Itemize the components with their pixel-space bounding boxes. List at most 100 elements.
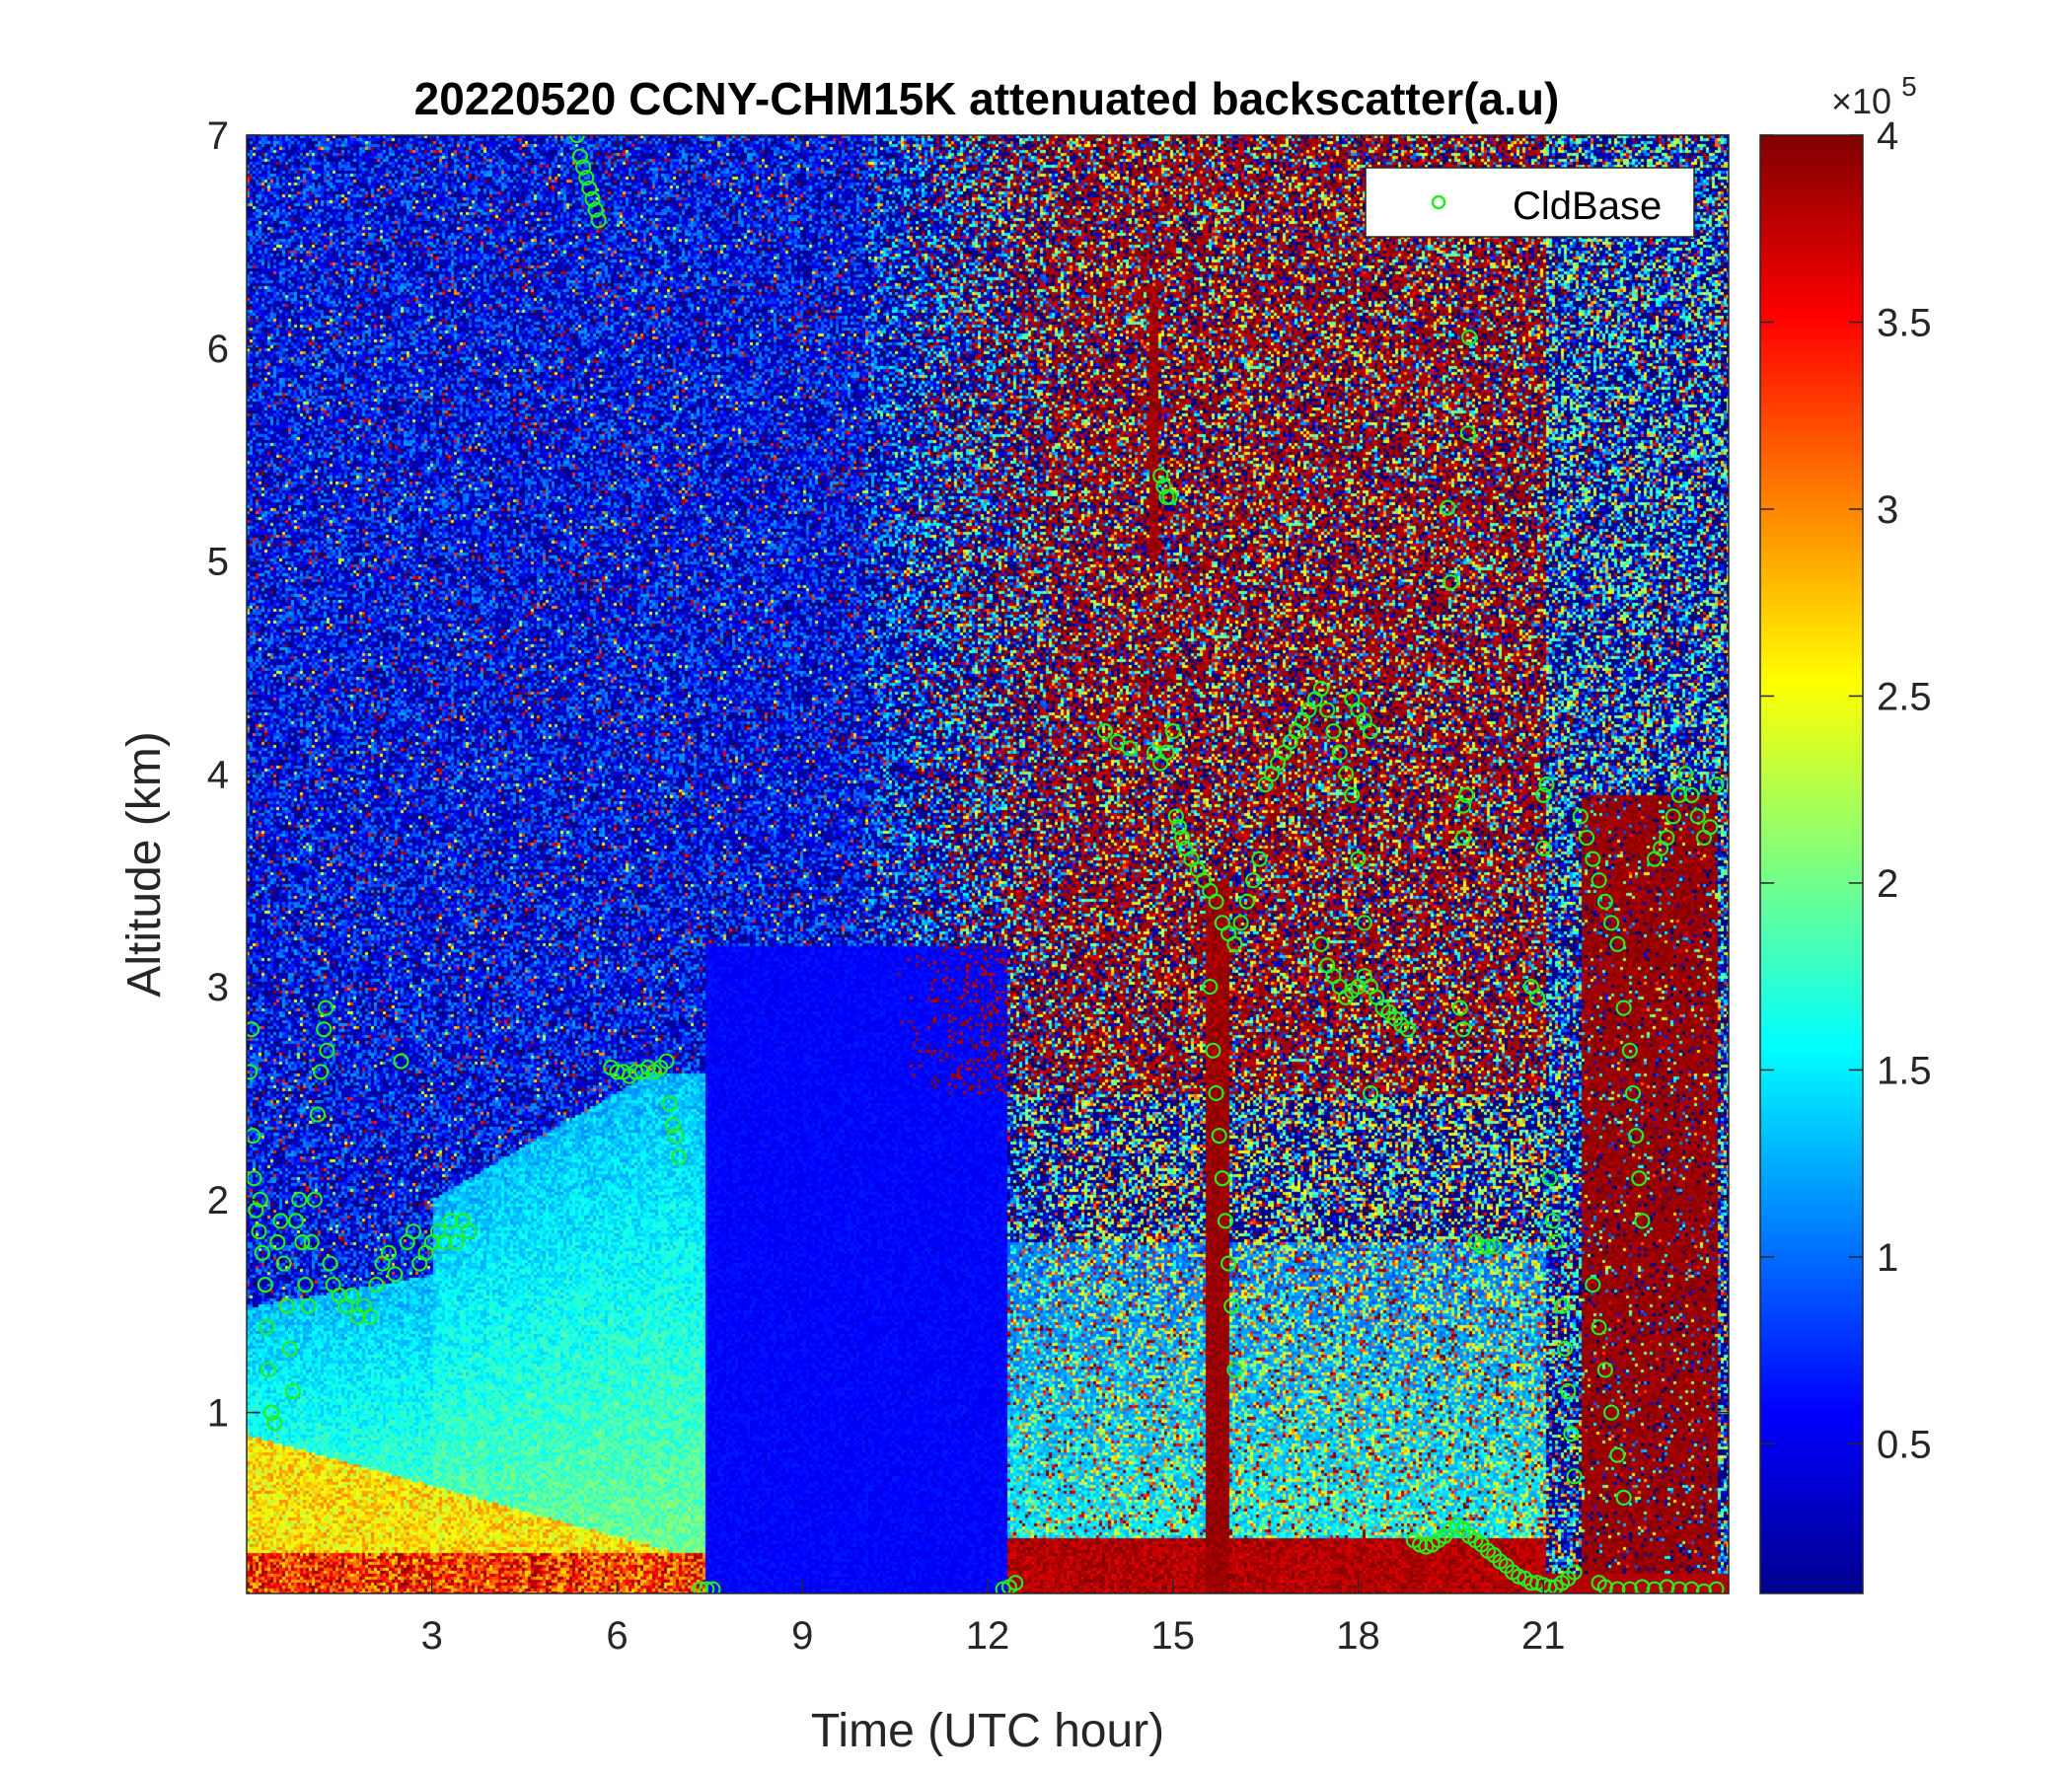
cloud-base-point	[343, 1287, 360, 1304]
cloud-base-point	[257, 1277, 273, 1294]
cloud-base-points	[247, 135, 1725, 1593]
cloud-base-point	[1214, 1170, 1230, 1187]
cloud-base-point	[1596, 893, 1613, 910]
cloud-base-point	[1634, 1213, 1651, 1229]
chart-title: 20220520 CCNY-CHM15K attenuated backscat…	[414, 73, 1560, 124]
cloud-base-point	[1440, 499, 1456, 516]
cloud-base-point	[1451, 999, 1468, 1016]
colorbar-tick-label: 1.5	[1877, 1049, 1932, 1092]
cloud-base-point	[1121, 740, 1139, 757]
cloud-base-point	[258, 1319, 275, 1336]
x-tick-label: 15	[1151, 1614, 1196, 1658]
colorbar-tick-label: 1	[1877, 1236, 1898, 1280]
cloud-base-point	[1659, 829, 1675, 847]
cloud-base-point	[269, 1233, 286, 1251]
cloud-base-point	[1566, 1468, 1583, 1485]
cloud-base-point	[1454, 797, 1471, 814]
cloud-base-point	[1158, 744, 1175, 761]
colorbar-multiplier-base: ×10	[1831, 81, 1891, 121]
cloud-base-point	[1443, 574, 1459, 591]
x-tick-label: 21	[1521, 1614, 1566, 1658]
cloud-base-point	[303, 1233, 320, 1251]
colorbar-ticks: 0.5 1 1.5 2 2.5 3 3.5 4	[1760, 114, 1932, 1466]
cloud-base-point	[1325, 723, 1342, 740]
cloud-base-point	[1251, 851, 1268, 867]
cloud-base-point	[248, 1202, 264, 1219]
cloud-base-point	[1535, 786, 1552, 803]
cloud-base-point	[1211, 1128, 1227, 1145]
cloud-base-point	[318, 999, 334, 1016]
colorbar-gradient	[1759, 134, 1864, 1594]
cloud-base-point	[581, 180, 598, 197]
cloud-base-point	[1566, 1564, 1583, 1581]
cloud-base-point	[692, 1581, 709, 1593]
cloud-base-point	[1220, 1255, 1237, 1272]
colorbar-tick-label: 2	[1877, 862, 1898, 906]
cloud-base-point	[1689, 808, 1706, 825]
cloud-base-point	[1538, 776, 1555, 793]
cloud-base-point	[1528, 989, 1546, 1005]
cloud-base-point	[247, 1021, 260, 1038]
cloud-base-point	[1167, 808, 1184, 825]
x-tick-label: 3	[421, 1614, 443, 1658]
y-tick-label: 7	[207, 114, 229, 158]
cloud-base-point	[1670, 786, 1688, 803]
cloud-base-point	[1591, 872, 1607, 889]
cloud-base-point	[1628, 1128, 1645, 1145]
x-tick-label: 9	[791, 1614, 813, 1658]
cloud-base-point	[1459, 424, 1476, 442]
cloud-base-point	[1331, 744, 1348, 761]
cloud-base-point	[1312, 680, 1330, 698]
cloud-base-point	[309, 1106, 327, 1123]
cloud-base-point	[387, 1266, 404, 1283]
colorbar-multiplier-exponent: 5	[1901, 71, 1917, 102]
cloud-base-point	[319, 1042, 335, 1059]
cloud-base-point	[587, 201, 604, 218]
cloud-base-point	[316, 1021, 333, 1038]
cloud-base-point	[272, 1213, 289, 1229]
colorbar: 0.5 1 1.5 2 2.5 3 3.5 4 ×10 5	[1759, 71, 1932, 1594]
x-tick-label: 12	[966, 1614, 1010, 1658]
legend: CldBase	[1365, 167, 1695, 238]
cloud-base-point	[1624, 1084, 1642, 1102]
backscatter-heatmap	[247, 135, 1729, 1593]
cloud-base-point	[461, 1223, 478, 1240]
cloud-base-point	[590, 212, 607, 229]
cloud-base-point	[1702, 819, 1719, 836]
cloud-base-point	[664, 1117, 681, 1134]
cloud-base-point	[1217, 1213, 1234, 1229]
cloud-base-point	[1096, 723, 1114, 740]
cloud-base-point	[1563, 1426, 1580, 1443]
cloud-base-point	[584, 190, 601, 207]
cloud-base-point	[568, 135, 585, 144]
y-tick-label: 4	[207, 753, 229, 796]
cloud-base-point	[1350, 851, 1367, 867]
cloud-base-point	[306, 1191, 323, 1208]
y-tick-label: 1	[207, 1392, 229, 1436]
cloud-base-point	[291, 1191, 308, 1208]
legend-box	[1365, 167, 1695, 238]
cloud-base-point	[1572, 808, 1589, 825]
cloud-base-point	[1312, 935, 1330, 953]
cloud-base-point	[1319, 702, 1336, 718]
colorbar-tick-label: 4	[1877, 114, 1898, 158]
cloud-base-point	[1226, 1362, 1243, 1378]
cloud-base-point	[1486, 1238, 1503, 1255]
cloud-base-point	[294, 1233, 311, 1251]
cloud-base-point	[300, 1297, 317, 1314]
y-axis-ticks: 1 2 3 4 5 6 7	[207, 114, 1729, 1436]
cloud-base-point	[1585, 851, 1601, 867]
cloud-base-point	[578, 170, 595, 186]
cloud-base-point	[1535, 840, 1552, 856]
cloud-base-point	[1152, 468, 1169, 484]
cloud-base-point	[574, 159, 592, 176]
legend-label-cldbase: CldBase	[1513, 185, 1662, 228]
cloud-base-point	[1553, 1297, 1571, 1314]
x-tick-label: 6	[606, 1614, 628, 1658]
cloud-base-point	[1683, 786, 1700, 803]
cloud-base-point	[1677, 766, 1694, 782]
y-tick-label: 2	[207, 1179, 229, 1222]
cloud-base-point	[405, 1223, 422, 1240]
cloud-base-point	[670, 1148, 688, 1165]
